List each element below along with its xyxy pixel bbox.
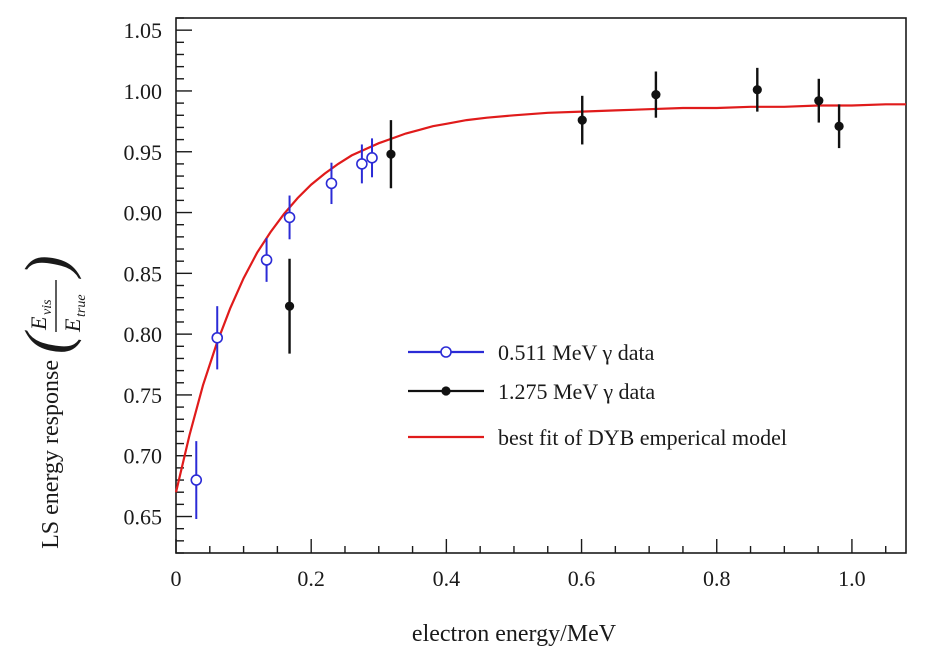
y-frac-numerator-sub: vis <box>40 299 55 315</box>
fit-curve <box>174 103 906 493</box>
legend-label: best fit of DYB emperical model <box>498 425 787 450</box>
marker-filled <box>651 90 661 100</box>
marker-filled <box>752 85 762 95</box>
svg-text:(: ( <box>14 330 82 354</box>
data-point-1275 <box>386 120 396 189</box>
y-tick-label: 0.75 <box>124 383 163 408</box>
y-tick-label: 0.90 <box>124 201 163 226</box>
marker-filled <box>386 149 396 159</box>
x-tick-label: 0.4 <box>433 566 461 591</box>
y-axis-fraction: ( E vis E true ) <box>14 255 89 354</box>
marker-open <box>260 254 273 266</box>
y-frac-denominator-sub: true <box>74 294 89 317</box>
y-axis-title-text: LS energy response <box>38 360 64 549</box>
svg-text:): ) <box>14 255 82 279</box>
legend-entry: 1.275 MeV γ data <box>408 379 655 404</box>
marker-open <box>325 177 338 190</box>
data-point-511 <box>211 306 224 370</box>
x-axis-title: electron energy/MeV <box>412 621 617 647</box>
y-tick-label: 0.70 <box>124 444 163 469</box>
marker-filled <box>834 121 844 131</box>
data-point-1275 <box>814 78 824 123</box>
y-tick-label: 0.95 <box>124 140 163 165</box>
legend-entry: 0.511 MeV γ data <box>408 340 655 365</box>
data-point-511 <box>366 138 378 178</box>
y-tick-label: 1.05 <box>124 18 163 43</box>
data-point-511 <box>356 144 368 184</box>
legend-entry: best fit of DYB emperical model <box>408 425 787 450</box>
data-point-511 <box>190 441 203 519</box>
marker-open <box>283 211 296 224</box>
x-tick-label: 1.0 <box>838 566 866 591</box>
x-tick-label: 0.6 <box>568 566 596 591</box>
marker-open <box>356 158 368 170</box>
y-tick-label: 0.80 <box>124 322 163 347</box>
data-point-1275 <box>651 71 661 118</box>
legend-label: 0.511 MeV γ data <box>498 340 655 365</box>
y-frac-numerator: E <box>26 316 51 331</box>
marker-filled <box>577 115 587 125</box>
legend-marker <box>440 346 452 358</box>
y-frac-denominator: E <box>60 318 85 333</box>
y-tick-label: 0.85 <box>124 261 163 286</box>
marker-open <box>366 152 378 164</box>
x-tick-label: 0 <box>171 566 182 591</box>
marker-filled <box>814 96 824 106</box>
x-tick-label: 0.2 <box>297 566 325 591</box>
x-tick-label: 0.8 <box>703 566 731 591</box>
legend-label: 1.275 MeV γ data <box>498 379 655 404</box>
y-axis-title: LS energy response ( E vis E true ) <box>14 255 89 549</box>
data-point-1275 <box>752 67 762 112</box>
data-point-1275 <box>284 258 295 354</box>
marker-filled <box>284 301 295 311</box>
y-tick-label: 0.65 <box>124 505 163 530</box>
data-point-511 <box>260 238 273 282</box>
data-point-1275 <box>834 104 844 149</box>
data-point-1275 <box>577 95 587 145</box>
legend-marker <box>441 386 451 396</box>
marker-open <box>211 331 224 344</box>
y-tick-label: 1.00 <box>124 79 163 104</box>
data-point-511 <box>283 195 296 240</box>
marker-open <box>190 474 203 486</box>
data-point-511 <box>325 162 338 205</box>
